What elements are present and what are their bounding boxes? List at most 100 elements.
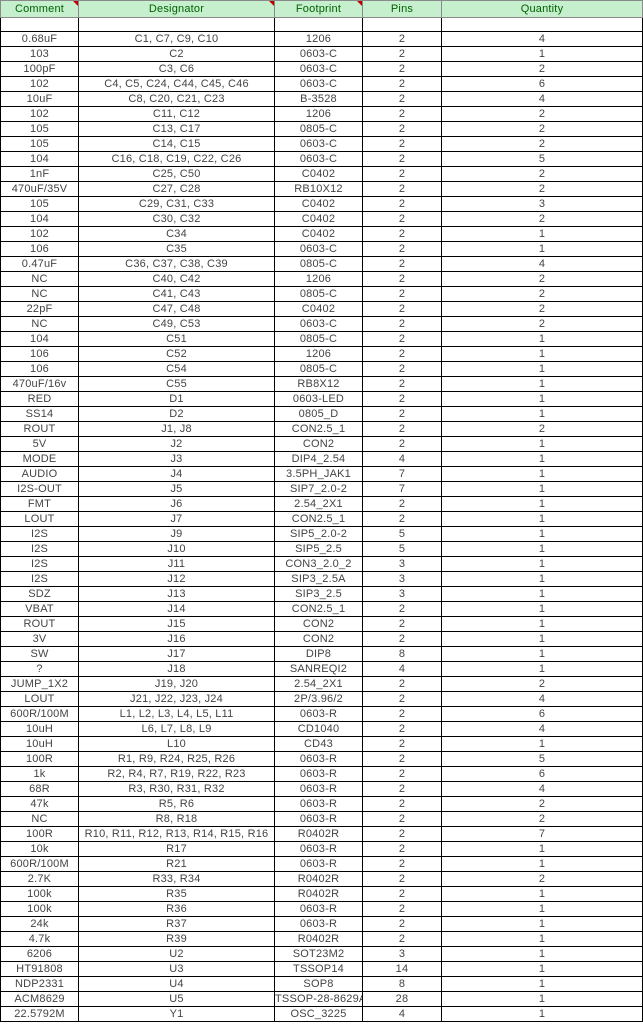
cell-footprint[interactable]: 2P/3.96/2 — [274, 691, 363, 707]
cell-quantity[interactable]: 1 — [441, 736, 643, 752]
cell-pins[interactable]: 2 — [362, 886, 442, 902]
cell-quantity[interactable]: 1 — [441, 466, 643, 482]
cell-pins[interactable]: 3 — [362, 571, 442, 587]
cell-designator[interactable]: R1, R9, R24, R25, R26 — [78, 751, 275, 767]
cell-comment[interactable]: VBAT — [0, 601, 79, 617]
cell-designator[interactable]: J17 — [78, 646, 275, 662]
cell-pins[interactable]: 2 — [362, 811, 442, 827]
cell-footprint[interactable]: C0402 — [274, 166, 363, 182]
cell-comment[interactable]: SS14 — [0, 406, 79, 422]
cell-footprint[interactable]: DIP4_2.54 — [274, 451, 363, 467]
cell-pins[interactable]: 2 — [362, 31, 442, 47]
cell-quantity[interactable]: 1 — [441, 46, 643, 62]
cell-quantity[interactable]: 1 — [441, 376, 643, 392]
cell-comment[interactable]: ROUT — [0, 616, 79, 632]
cell-designator[interactable]: C30, C32 — [78, 211, 275, 227]
cell-comment[interactable]: AUDIO — [0, 466, 79, 482]
cell-designator[interactable]: R37 — [78, 916, 275, 932]
cell-pins[interactable]: 2 — [362, 166, 442, 182]
cell-designator[interactable]: J19, J20 — [78, 676, 275, 692]
cell-footprint[interactable]: SIP5_2.0-2 — [274, 526, 363, 542]
cell-designator[interactable]: C54 — [78, 361, 275, 377]
cell-comment[interactable]: 600R/100M — [0, 706, 79, 722]
cell-designator[interactable]: J9 — [78, 526, 275, 542]
cell-footprint[interactable]: SOT23M2 — [274, 946, 363, 962]
cell-footprint[interactable]: SIP3_2.5 — [274, 586, 363, 602]
cell-footprint[interactable]: 0805-C — [274, 121, 363, 137]
cell-pins[interactable]: 2 — [362, 676, 442, 692]
cell-comment[interactable]: 3V — [0, 631, 79, 647]
cell-footprint[interactable]: C0402 — [274, 196, 363, 212]
cell-footprint[interactable]: 0603-C — [274, 76, 363, 92]
cell-footprint[interactable]: C0402 — [274, 211, 363, 227]
cell-footprint[interactable]: 0603-R — [274, 781, 363, 797]
cell-quantity[interactable]: 1 — [441, 496, 643, 512]
cell-comment[interactable]: 100k — [0, 901, 79, 917]
cell-pins[interactable]: 2 — [362, 436, 442, 452]
cell-comment[interactable]: MODE — [0, 451, 79, 467]
cell-footprint[interactable]: CON2 — [274, 616, 363, 632]
cell-pins[interactable]: 2 — [362, 76, 442, 92]
cell-quantity[interactable]: 1 — [441, 901, 643, 917]
cell-pins[interactable]: 2 — [362, 286, 442, 302]
cell-comment[interactable]: 100pF — [0, 61, 79, 77]
cell-comment[interactable]: 104 — [0, 151, 79, 167]
cell-designator[interactable]: C25, C50 — [78, 166, 275, 182]
cell-quantity[interactable]: 1 — [441, 436, 643, 452]
cell-comment[interactable]: 47k — [0, 796, 79, 812]
cell-footprint[interactable]: 3.5PH_JAK1 — [274, 466, 363, 482]
cell-designator[interactable]: J7 — [78, 511, 275, 527]
cell-pins[interactable]: 8 — [362, 976, 442, 992]
cell-footprint[interactable]: 0603-R — [274, 916, 363, 932]
cell-comment[interactable]: 5V — [0, 436, 79, 452]
cell-designator[interactable]: R36 — [78, 901, 275, 917]
cell-quantity[interactable]: 1 — [441, 526, 643, 542]
cell-footprint[interactable]: 0603-R — [274, 751, 363, 767]
cell-quantity[interactable]: 1 — [441, 601, 643, 617]
cell-pins[interactable]: 28 — [362, 991, 442, 1007]
cell-comment[interactable]: HT91808 — [0, 961, 79, 977]
cell-designator[interactable]: C55 — [78, 376, 275, 392]
cell-quantity[interactable]: 5 — [441, 751, 643, 767]
cell-quantity[interactable]: 4 — [441, 91, 643, 107]
cell-footprint[interactable]: SANREQI2 — [274, 661, 363, 677]
cell-footprint[interactable]: B-3528 — [274, 91, 363, 107]
cell-comment[interactable]: 470uF/16v — [0, 376, 79, 392]
cell-quantity[interactable]: 6 — [441, 706, 643, 722]
cell-footprint[interactable]: CON2.5_1 — [274, 511, 363, 527]
cell-comment[interactable]: 106 — [0, 361, 79, 377]
cell-quantity[interactable]: 2 — [441, 811, 643, 827]
cell-footprint[interactable]: 0603-R — [274, 856, 363, 872]
cell-comment[interactable]: 106 — [0, 346, 79, 362]
cell-footprint[interactable]: RB8X12 — [274, 376, 363, 392]
cell-pins[interactable]: 7 — [362, 481, 442, 497]
cell-quantity[interactable]: 1 — [441, 946, 643, 962]
cell-comment[interactable]: 6206 — [0, 946, 79, 962]
cell-comment[interactable]: JUMP_1X2 — [0, 676, 79, 692]
cell-footprint[interactable]: C0402 — [274, 226, 363, 242]
cell-pins[interactable]: 2 — [362, 151, 442, 167]
cell-pins[interactable]: 2 — [362, 196, 442, 212]
cell-designator[interactable]: J21, J22, J23, J24 — [78, 691, 275, 707]
cell-pins[interactable]: 2 — [362, 511, 442, 527]
header-comment[interactable]: Comment — [0, 0, 79, 18]
cell-comment[interactable]: I2S — [0, 541, 79, 557]
cell-comment[interactable]: 106 — [0, 241, 79, 257]
cell-quantity[interactable]: 2 — [441, 286, 643, 302]
cell-designator[interactable]: J12 — [78, 571, 275, 587]
cell-footprint[interactable]: 0805-C — [274, 256, 363, 272]
cell-quantity[interactable]: 1 — [441, 886, 643, 902]
cell-pins[interactable]: 7 — [362, 466, 442, 482]
cell-quantity[interactable]: 2 — [441, 106, 643, 122]
cell-pins[interactable]: 2 — [362, 346, 442, 362]
cell-quantity[interactable]: 1 — [441, 1006, 643, 1022]
cell-pins[interactable]: 2 — [362, 856, 442, 872]
cell-comment[interactable]: 104 — [0, 211, 79, 227]
cell-designator[interactable]: C8, C20, C21, C23 — [78, 91, 275, 107]
cell-quantity[interactable]: 1 — [441, 556, 643, 572]
cell-footprint[interactable]: CON2.5_1 — [274, 601, 363, 617]
cell-pins[interactable]: 2 — [362, 271, 442, 287]
cell-comment[interactable]: NC — [0, 271, 79, 287]
cell-pins[interactable]: 2 — [362, 736, 442, 752]
cell-comment[interactable]: 600R/100M — [0, 856, 79, 872]
